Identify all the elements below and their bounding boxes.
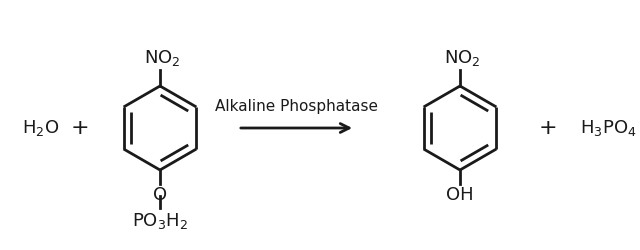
- Text: H$_3$PO$_4$: H$_3$PO$_4$: [580, 118, 636, 138]
- Text: Alkaline Phosphatase: Alkaline Phosphatase: [215, 99, 378, 114]
- Text: NO$_2$: NO$_2$: [144, 48, 180, 68]
- Text: NO$_2$: NO$_2$: [444, 48, 480, 68]
- Text: H$_2$O: H$_2$O: [22, 118, 60, 138]
- Text: PO$_3$H$_2$: PO$_3$H$_2$: [132, 211, 188, 231]
- Text: OH: OH: [446, 186, 474, 204]
- Text: O: O: [153, 186, 167, 204]
- Text: +: +: [70, 118, 90, 138]
- Text: +: +: [539, 118, 557, 138]
